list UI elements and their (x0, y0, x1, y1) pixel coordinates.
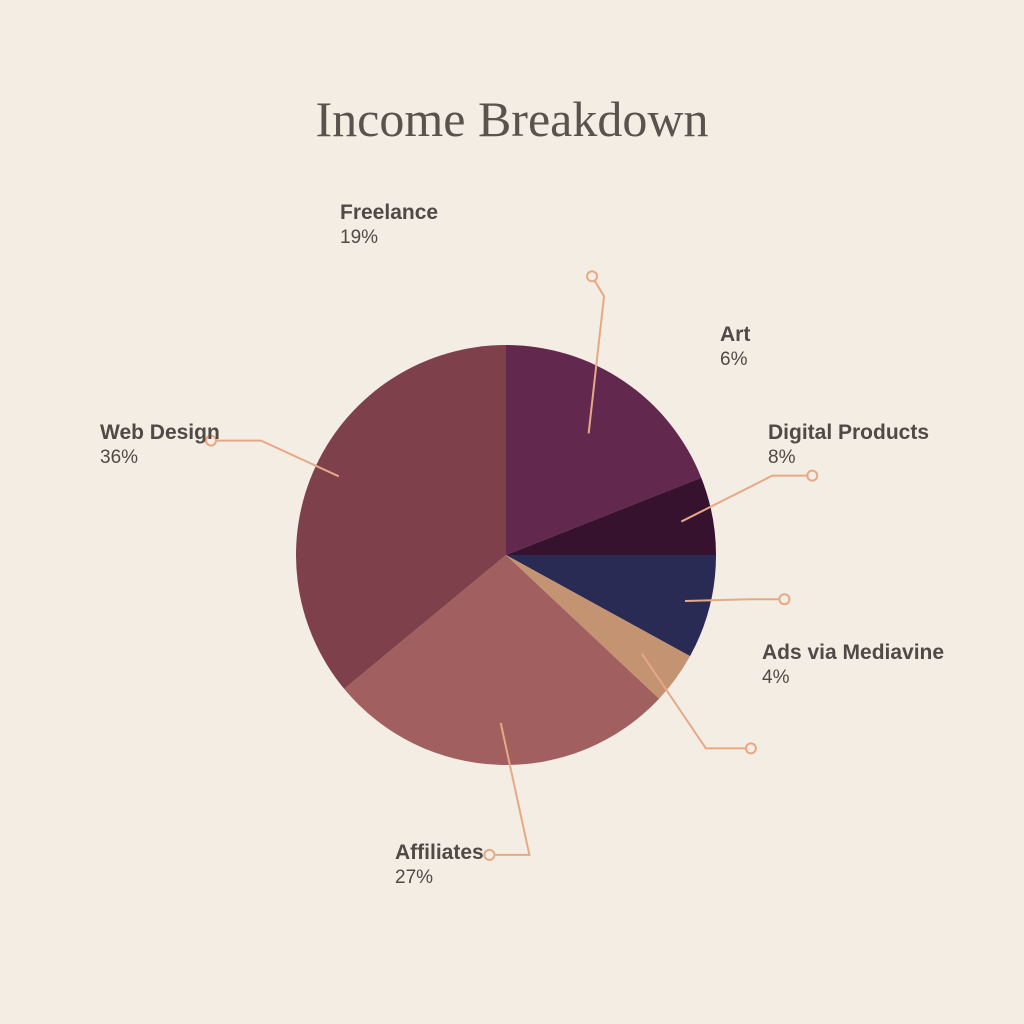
leader-marker (484, 850, 494, 860)
pie-chart (0, 0, 1024, 1024)
slice-label-value: 27% (395, 866, 484, 890)
slice-label: Art6% (720, 322, 750, 372)
slice-label-name: Art (720, 322, 750, 348)
slice-label-value: 8% (768, 446, 929, 470)
slice-label-value: 6% (720, 348, 750, 372)
slice-label-name: Web Design (100, 420, 220, 446)
slice-label: Freelance19% (340, 200, 438, 250)
slice-label: Affiliates27% (395, 840, 484, 890)
slice-label-name: Freelance (340, 200, 438, 226)
slice-label: Digital Products8% (768, 420, 929, 470)
slice-label-value: 19% (340, 226, 438, 250)
leader-marker (587, 271, 597, 281)
leader-marker (746, 743, 756, 753)
slice-label-name: Digital Products (768, 420, 929, 446)
slice-label: Web Design36% (100, 420, 220, 470)
leader-marker (779, 594, 789, 604)
leader-marker (807, 471, 817, 481)
slice-label-name: Ads via Mediavine (762, 640, 944, 666)
slice-label-name: Affiliates (395, 840, 484, 866)
slice-label-value: 36% (100, 446, 220, 470)
slice-label: Ads via Mediavine4% (762, 640, 944, 690)
page-root: Income Breakdown Freelance19%Art6%Digita… (0, 0, 1024, 1024)
slice-label-value: 4% (762, 666, 944, 690)
